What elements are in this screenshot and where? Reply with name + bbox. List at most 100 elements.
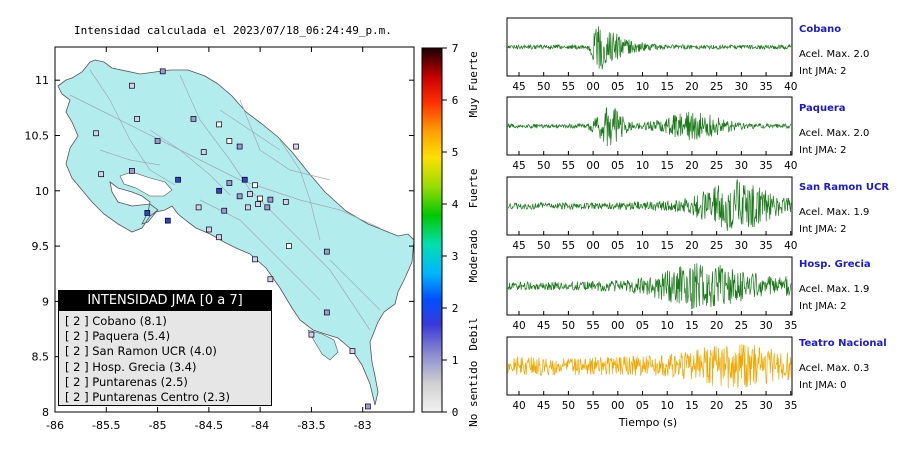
colorbar-tick-label: 1 xyxy=(452,354,459,367)
station-marker xyxy=(129,82,135,89)
map-y-tick-label: 9 xyxy=(42,295,49,308)
waveform-tick-label: 15 xyxy=(661,160,674,172)
waveform-tick-label: 20 xyxy=(710,320,723,332)
station-marker xyxy=(323,309,330,316)
waveform-tick-label: 05 xyxy=(636,320,649,332)
colorbar-tick-label: 5 xyxy=(452,146,459,159)
waveform-tick-label: 00 xyxy=(611,320,624,332)
waveform-tick-label: 55 xyxy=(586,400,599,412)
colorbar-tick-label: 0 xyxy=(452,406,459,419)
waveform-tick-label: 50 xyxy=(537,160,550,172)
waveform-tick-label: 00 xyxy=(586,160,599,172)
waveform-tick-label: 10 xyxy=(636,160,649,172)
waveform-tick-label: 45 xyxy=(512,160,525,172)
waveform-tick-label: 55 xyxy=(586,320,599,332)
colorbar-ticks: 0 1 2 3 4 5 6 7 xyxy=(442,42,459,419)
waveform-line xyxy=(507,106,792,147)
map-axes: -86 -85.5 -85 -84.5 -84 -83.5 -83 8 8.5 9 9.5 10 10.… xyxy=(25,47,414,432)
waveform-tick-label: 50 xyxy=(537,240,550,252)
waveform-tick-label: 15 xyxy=(685,320,698,332)
map-x-tick-label: -84 xyxy=(251,419,269,432)
waveform-tick-label: 35 xyxy=(784,320,797,332)
colorbar-gradient xyxy=(421,47,443,413)
waveform-tick-label: 45 xyxy=(512,81,525,93)
station-marker xyxy=(144,210,151,216)
map-x-tick-label: -83 xyxy=(354,419,372,432)
station-marker xyxy=(221,207,228,214)
acel-max-value: Acel. Max. 2.0 xyxy=(799,49,870,60)
int-jma-value: Int JMA: 2 xyxy=(799,224,847,235)
waveform-panels: 45 50 55 00 05 10 15 20 25 30 35 40 45 50 55 00 05 10 15 20… xyxy=(506,17,797,412)
station-marker xyxy=(267,276,274,283)
waveform-tick-label: 10 xyxy=(636,81,649,93)
waveform-tick-label: 05 xyxy=(611,81,624,93)
waveform-tick-label: 50 xyxy=(562,320,575,332)
map-x-tick-label: -85 xyxy=(149,419,167,432)
waveform-tick-label: 50 xyxy=(537,81,550,93)
waveform-tick-label: 15 xyxy=(661,81,674,93)
waveform-line xyxy=(507,344,792,389)
trace-info-teatro: Teatro Nacional Acel. Max. 0.3 Int JMA: … xyxy=(799,338,887,391)
waveform-tick-label: 55 xyxy=(562,81,575,93)
waveform-tick-label: 30 xyxy=(759,400,772,412)
int-jma-value: Int JMA: 2 xyxy=(799,66,847,77)
intensity-legend-item: [ 2 ] Cobano (8.1) xyxy=(65,314,167,328)
colorbar-tick-label: 2 xyxy=(452,302,459,315)
waveform-tick-label: 25 xyxy=(735,320,748,332)
station-marker xyxy=(255,201,261,207)
station-marker xyxy=(206,226,212,233)
colorbar-tick-label: 4 xyxy=(452,198,459,211)
waveform-tick-label: 45 xyxy=(512,240,525,252)
trace-info-cobano: Cobano Acel. Max. 2.0 Int JMA: 2 xyxy=(799,24,869,77)
waveform-tick-label: 00 xyxy=(611,400,624,412)
station-marker xyxy=(267,196,274,203)
station-marker xyxy=(264,204,271,211)
colorbar-category-label: Fuerte xyxy=(467,169,480,209)
waveform-panel: 40 45 50 55 00 05 10 15 20 25 30 35 xyxy=(506,256,797,332)
station-name: Cobano xyxy=(799,24,842,35)
costa-rica-landmass xyxy=(57,59,414,406)
colorbar-category-label: Debil xyxy=(467,317,480,350)
waveform-frame xyxy=(506,96,793,156)
waveform-tick-label: 20 xyxy=(685,81,698,93)
station-marker xyxy=(134,116,140,122)
station-marker xyxy=(252,182,258,189)
station-marker xyxy=(236,143,243,150)
waveform-tick-label: 25 xyxy=(710,240,723,252)
map-y-tick-label: 11 xyxy=(35,74,49,87)
waveform-tick-label: 20 xyxy=(685,160,698,172)
station-marker xyxy=(286,243,292,249)
waveform-tick-label: 45 xyxy=(537,400,550,412)
intensity-legend-item: [ 2 ] San Ramon UCR (4.0) xyxy=(65,344,217,359)
waveform-tick-label: 10 xyxy=(661,320,674,332)
waveform-tick-label: 55 xyxy=(562,240,575,252)
waveform-tick-label: 55 xyxy=(562,160,575,172)
station-marker xyxy=(226,180,233,186)
colorbar-category-label: No sentido xyxy=(467,361,480,427)
intensity-colorbar: 0 1 2 3 4 5 6 7 No sentido Debil Moderado Fuerte Mu… xyxy=(421,42,480,427)
waveform-tick-label: 05 xyxy=(611,240,624,252)
station-marker xyxy=(195,204,202,211)
station-name: Hosp. Grecia xyxy=(799,259,871,270)
map-y-tick-label: 8 xyxy=(42,406,49,419)
station-marker xyxy=(323,248,330,255)
waveform-tick-label: 40 xyxy=(784,240,797,252)
waveform-tick-label: 00 xyxy=(586,81,599,93)
station-marker xyxy=(226,138,233,144)
intensity-legend-item: [ 2 ] Puntarenas (2.5) xyxy=(65,374,188,389)
intensity-legend-box: INTENSIDAD JMA [0 a 7] [ 2 ] Cobano (8.1… xyxy=(58,290,272,406)
colorbar-tick-label: 7 xyxy=(452,42,459,55)
map-title: Intensidad calculada el 2023/07/18_06:24… xyxy=(74,24,392,37)
waveform-tick-label: 40 xyxy=(512,400,525,412)
map-frame xyxy=(54,46,415,413)
station-marker xyxy=(175,176,181,183)
acel-max-value: Acel. Max. 1.9 xyxy=(799,284,870,295)
waveform-tick-label: 40 xyxy=(784,81,797,93)
int-jma-value: Int JMA: 0 xyxy=(799,380,847,391)
intensity-legend-list: [ 2 ] Cobano (8.1) [ 2 ] Paquera (5.4) [… xyxy=(59,311,271,405)
intensity-legend-item: [ 2 ] Puntarenas Centro (2.3) xyxy=(65,389,230,404)
waveform-tick-label: 50 xyxy=(562,400,575,412)
intensity-legend-title: INTENSIDAD JMA [0 a 7] xyxy=(59,291,271,311)
time-axis-label: Tiempo (s) xyxy=(618,416,677,429)
intensity-legend-item: [ 2 ] Paquera (5.4) xyxy=(65,329,171,344)
